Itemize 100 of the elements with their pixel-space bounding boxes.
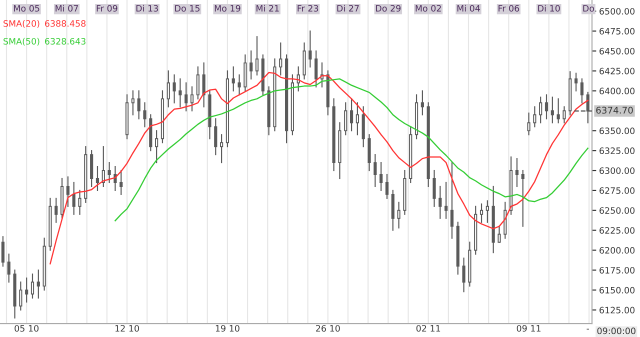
y-tick-label: 6500.00 [600,8,635,15]
candlestick [462,258,466,292]
candlestick [438,186,442,219]
text: 09:00:00 [597,328,636,334]
candlestick [527,112,530,136]
annotation: Do [583,5,594,12]
candlestick [362,106,365,148]
x-tick-label: 02 11 [416,325,440,332]
candlestick [178,78,182,108]
candlestick [19,282,22,311]
candlestick [238,74,241,96]
x-tick-label: - [586,328,590,330]
text: SMA(20) [4,20,40,28]
annotation: Mi 07 [56,4,78,12]
annotation: Do 29 [376,5,401,12]
candlestick [131,90,134,116]
candlestick [432,170,436,207]
y-tick-label: 6225.00 [600,227,635,234]
y-tick-label: 6300.00 [600,167,635,174]
annotation: Mo 05 [14,5,40,12]
candlestick [220,134,224,164]
candlestick [108,162,111,184]
candlestick [350,98,354,132]
candlestick [498,226,501,243]
candlestick [450,162,454,239]
candlestick [214,118,218,156]
y-tick-label: 6400.00 [600,88,635,94]
annotation: Di 10 [538,4,560,12]
y-tick-label: 6350.00 [600,128,635,134]
y-tick-label: 6175.00 [600,266,635,274]
y-tick-label: 6325.00 [600,147,635,154]
candlestick [374,154,377,188]
x-tick-label: 19 10 [216,325,240,332]
candlestick [574,72,578,92]
candlestick [232,66,235,92]
candlestick [344,102,348,136]
candlestick [172,74,176,104]
y-tick-label: 6200.00 [600,247,635,254]
x-tick-label: 09 11 [516,325,540,332]
candlestick [137,90,140,120]
candlestick [155,130,158,164]
candlestick [397,202,400,228]
candlestick [444,182,448,219]
candlestick [72,182,76,215]
line-series [114,78,588,222]
annotation: Mo 19 [214,5,240,12]
annotation: Mi 21 [256,4,279,12]
candlestick [78,190,82,215]
annotation: Fr 23 [298,5,318,12]
candlestick [380,162,383,191]
candlestick [391,190,394,231]
candlestick [368,134,371,172]
y-tick-label: 6250.00 [600,207,635,214]
y-tick-label: 6275.00 [600,187,635,194]
candlestick [385,174,389,199]
annotation: Fr 09 [96,5,118,12]
candlestick [96,166,100,191]
annotation: Do 15 [175,5,200,12]
x-tick-label: 05 10 [14,325,39,332]
candlestick [7,254,10,283]
candlestick [356,102,359,136]
annotation: Di 13 [136,4,158,12]
candlestick [36,270,40,299]
candlestick [314,50,318,88]
candlestick [250,50,253,80]
candlestick [308,30,312,68]
candlestick [1,236,5,267]
candlestick [190,86,194,112]
candlestick [521,170,524,227]
candlestick [54,198,58,223]
candlestick [544,94,548,120]
candlestick [302,42,306,80]
x-tick-label: 12 10 [115,325,139,332]
candlestick [556,98,560,124]
candlestick [120,170,123,195]
annotation: Mi 04 [457,4,480,12]
annotation: Mo 02 [416,5,441,12]
annotation: Fr 06 [498,5,520,12]
candlestick [515,158,519,188]
y-tick-label: 6425.00 [600,68,635,74]
candlestick [25,278,28,303]
candlestick [480,203,484,223]
y-tick-label: 6450.00 [600,48,635,54]
candlestick [143,102,146,128]
candlestick [486,200,489,223]
candlestick [90,150,94,188]
candlestick [562,106,566,124]
text: SMA(50) [4,38,40,46]
ref-line-label: 6374.70 [596,106,633,114]
candlestick [102,146,105,188]
y-tick-label: 6150.00 [600,286,635,294]
candlestick [255,36,259,76]
y-tick-label: 6125.00 [600,306,635,314]
candlestick [196,66,200,100]
candlestick [279,42,282,76]
annotation: 6388.458 [45,20,86,27]
candlestick [166,70,170,108]
candlestick [30,274,34,299]
candlestick [244,54,247,92]
candlestick [202,62,206,108]
